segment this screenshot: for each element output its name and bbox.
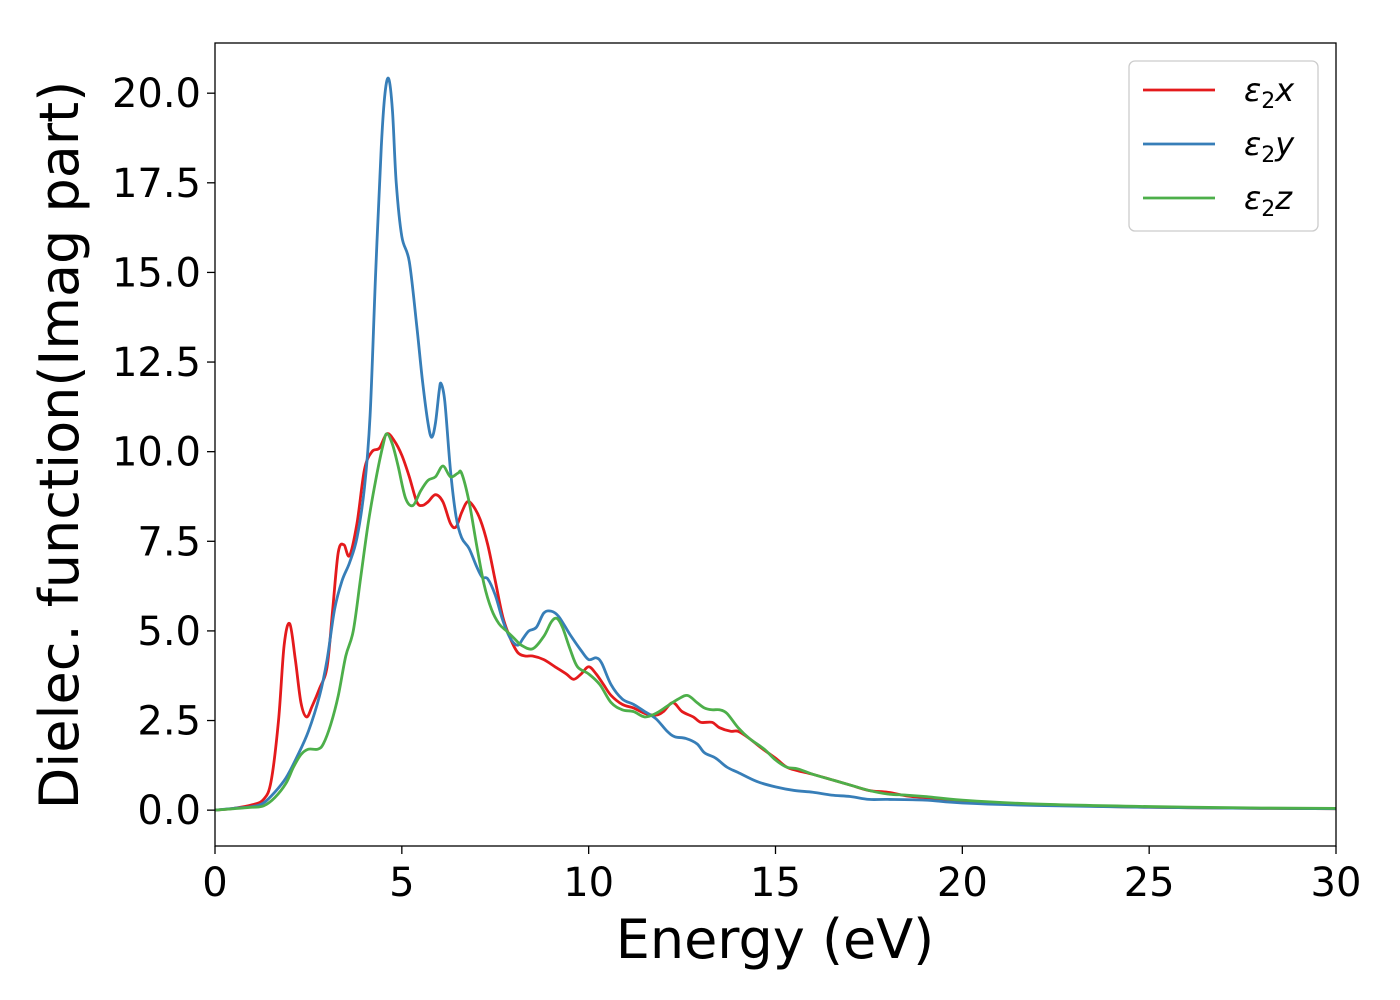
x-tick-label: 15 — [750, 860, 801, 906]
x-tick-label: 10 — [563, 860, 614, 906]
x-tick-label: 30 — [1311, 860, 1362, 906]
x-tick-label: 5 — [389, 860, 414, 906]
x-axis-title: Energy (eV) — [616, 908, 935, 971]
x-tick-label: 20 — [937, 860, 988, 906]
y-axis-ticks: 0.0 2.5 5.0 7.5 10.0 12.5 15.0 17.5 20.0 — [112, 71, 215, 834]
y-tick-label: 2.5 — [137, 699, 201, 745]
y-tick-label: 5.0 — [137, 609, 201, 655]
x-tick-label: 25 — [1124, 860, 1175, 906]
legend-label-3: ε2z — [1244, 179, 1293, 222]
x-tick-label: 0 — [202, 860, 227, 906]
y-tick-label: 12.5 — [112, 340, 201, 386]
legend-box — [1128, 60, 1319, 232]
y-axis-title: Dielec. function(Imag part) — [28, 81, 91, 810]
y-tick-label: 15.0 — [112, 250, 201, 296]
legend: ε2x ε2y ε2z — [1128, 60, 1319, 232]
y-tick-label: 10.0 — [112, 430, 201, 476]
series-line-2 — [215, 76, 1336, 812]
y-tick-label: 7.5 — [137, 519, 201, 565]
x-axis-ticks: 0 5 10 15 20 25 30 — [202, 846, 1361, 906]
y-tick-label: 17.5 — [112, 161, 201, 207]
series-line-3 — [215, 432, 1336, 812]
y-tick-label: 20.0 — [112, 71, 201, 117]
y-tick-label: 0.0 — [137, 788, 201, 834]
series-group — [215, 76, 1336, 812]
legend-label-2: ε2y — [1244, 125, 1295, 168]
legend-label-1: ε2x — [1244, 71, 1295, 114]
